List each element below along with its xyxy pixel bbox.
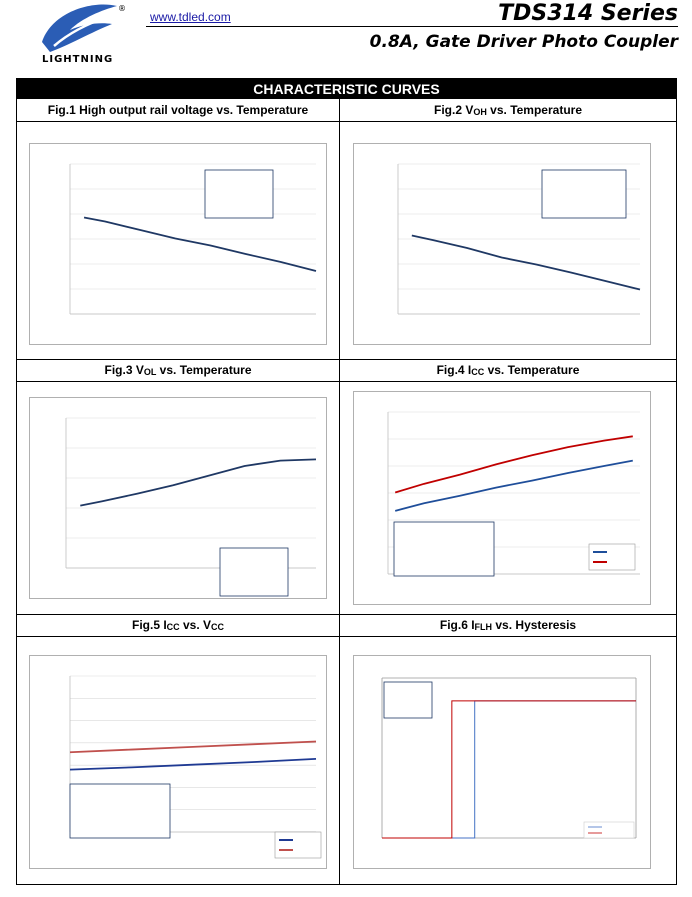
conditions-box	[219, 547, 289, 597]
fig6-caption: Fig.6 IFLH vs. Hysteresis	[439, 618, 577, 632]
header-rule	[146, 26, 678, 27]
row-divider	[17, 359, 676, 360]
legend-box	[583, 821, 635, 839]
lightning-logo: ® LIGHTNING	[42, 4, 126, 64]
series-line-0	[83, 216, 317, 272]
column-divider	[339, 99, 340, 884]
logo-text: LIGHTNING	[42, 54, 113, 64]
conditions-box	[541, 169, 627, 219]
fig2-chart	[353, 143, 651, 345]
row-divider	[17, 636, 676, 637]
website-link[interactable]: www.tdled.com	[150, 10, 231, 24]
legend-box	[588, 543, 636, 571]
conditions-box	[204, 169, 274, 219]
row-divider	[17, 614, 676, 615]
series-line-IFLH OFF	[382, 700, 636, 839]
fig5-caption: Fig.5 ICC vs. VCC	[131, 618, 225, 632]
row-divider	[17, 121, 676, 122]
registered-mark: ®	[118, 4, 126, 13]
series-line-IFLH ON	[382, 700, 636, 839]
row-divider	[17, 381, 676, 382]
series-line-IccL	[69, 740, 317, 754]
fig2-caption: Fig.2 VOH vs. Temperature	[434, 103, 582, 117]
fig5-chart	[29, 655, 327, 869]
fig3-caption: Fig.3 VOL vs. Temperature	[104, 363, 252, 377]
series-line-0	[80, 458, 317, 507]
fig1-caption: Fig.1 High output rail voltage vs. Tempe…	[47, 103, 309, 117]
fig4-caption: Fig.4 ICC vs. Temperature	[436, 363, 580, 377]
conditions-box	[393, 521, 495, 577]
fig1-chart	[29, 143, 327, 345]
series-line-IccH	[69, 758, 317, 771]
fig4-chart	[353, 391, 651, 605]
fig6-chart	[353, 655, 651, 869]
series-line-IccH	[394, 459, 633, 512]
conditions-box	[69, 783, 171, 839]
legend-box	[274, 831, 322, 859]
series-line-IccL	[394, 435, 633, 494]
conditions-box	[383, 681, 433, 719]
series-line-0	[411, 234, 641, 291]
fig3-chart	[29, 397, 327, 599]
section-banner: CHARACTERISTIC CURVES	[17, 79, 676, 99]
product-subtitle: 0.8A, Gate Driver Photo Coupler	[369, 32, 678, 52]
characteristic-curves-sheet: CHARACTERISTIC CURVES Fig.1 High output …	[16, 78, 677, 885]
page-header: ® LIGHTNING www.tdled.com TDS314 Series …	[0, 0, 692, 70]
series-title: TDS314 Series	[498, 1, 678, 26]
